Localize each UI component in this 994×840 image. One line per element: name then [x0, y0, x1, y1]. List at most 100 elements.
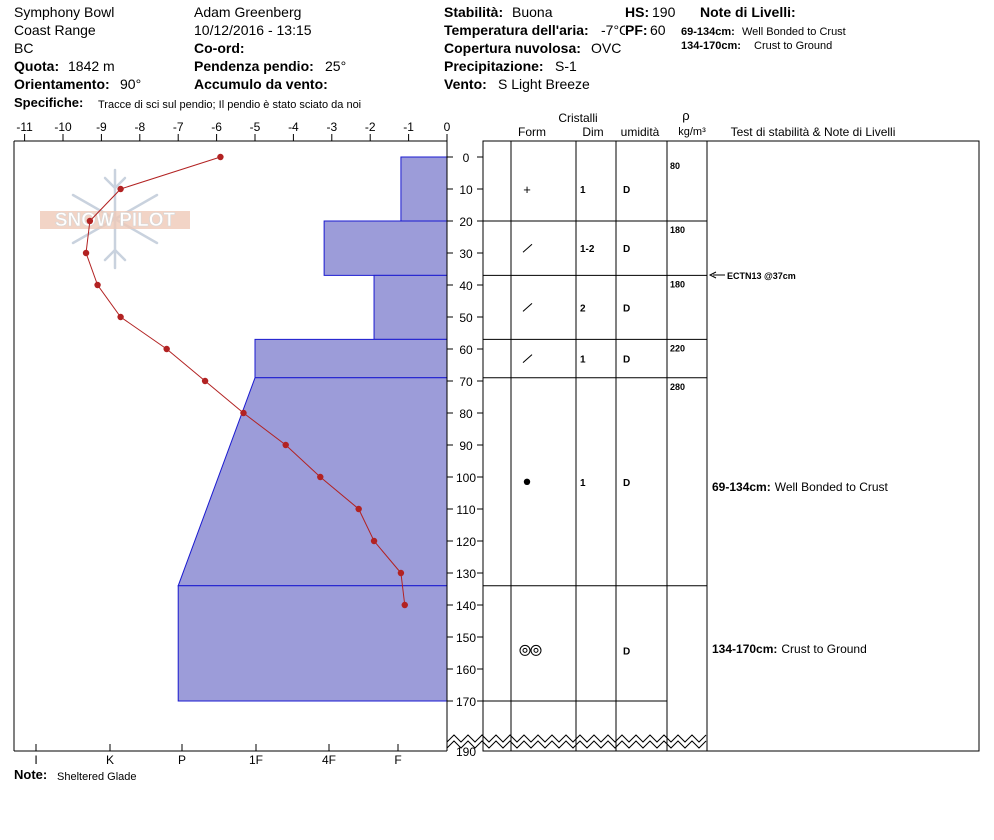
note2: 134-170cm: Crust to Ground	[712, 642, 867, 656]
density-value: 180	[670, 279, 685, 289]
test-label: ECTN13 @37cm	[727, 271, 796, 281]
temperature-point	[117, 313, 124, 321]
layer-note-1-range: 69-134cm:	[681, 26, 735, 38]
wind-label: Vento:	[444, 76, 487, 92]
quota-label: Quota:	[14, 58, 60, 74]
coord-label: Co-ord:	[194, 40, 245, 56]
wind-load-label: Accumulo da vento:	[194, 76, 328, 92]
slope-value: 25°	[325, 58, 347, 74]
depth-axis: 0 10 20 30 40 50 60 70 80 90 100 110 120 130 140 150 160…	[447, 151, 483, 759]
hs-value: 190	[652, 4, 676, 20]
depth-tick-label: 160	[456, 663, 476, 677]
density-value: 80	[670, 161, 680, 171]
form-symbol	[522, 354, 533, 363]
stability-header: Test di stabilità & Note di Livelli	[731, 125, 896, 139]
temperature-point	[370, 537, 378, 545]
slope-label: Pendenza pendio:	[194, 58, 314, 74]
hardness-profile	[177, 156, 448, 702]
temperature-point	[94, 281, 101, 289]
specifics-label: Specifiche:	[14, 95, 84, 110]
note-value: Sheltered Glade	[57, 771, 137, 783]
form-symbol	[522, 303, 533, 312]
temperature-profile	[82, 153, 408, 609]
wind-value: S Light Breeze	[498, 76, 590, 92]
dim-value: 1	[580, 355, 586, 366]
precip-label: Precipitazione:	[444, 58, 544, 74]
form-symbol	[522, 647, 528, 653]
hardness-tick-label: 1F	[249, 753, 263, 767]
temp-tick-label: -4	[288, 120, 299, 134]
hardness-tick-label: K	[106, 753, 114, 767]
temperature-point	[240, 409, 247, 417]
temp-tick-label: -3	[326, 120, 337, 134]
pf-value: 60	[650, 22, 666, 38]
depth-tick-label: 30	[459, 247, 473, 261]
temperature-point	[317, 473, 324, 481]
dim-value: 1-2	[580, 244, 595, 255]
location: Symphony Bowl	[14, 4, 115, 20]
logo-text: SNOW PILOT	[55, 210, 176, 231]
temp-tick-label: -11	[16, 120, 33, 134]
hardness-tick-label: F	[394, 753, 401, 767]
range: Coast Range	[14, 22, 96, 38]
layer-note-1-text: Well Bonded to Crust	[742, 26, 846, 38]
dim-value: 1	[580, 185, 586, 196]
wetness-value: D	[623, 303, 630, 314]
temperature-point	[355, 505, 362, 513]
state: BC	[14, 40, 34, 56]
depth-tick-label: 50	[459, 311, 473, 325]
crystals-header: Cristalli	[558, 111, 597, 125]
precip-value: S-1	[555, 58, 577, 74]
density-symbol: ρ	[682, 108, 689, 123]
note2-range: 134-170cm:	[712, 642, 777, 656]
temperature-point	[86, 217, 94, 225]
hardness-layer-0	[400, 156, 448, 222]
stability-label: Stabilità:	[444, 4, 504, 20]
pf-label: PF:	[625, 22, 648, 38]
orient-label: Orientamento:	[14, 76, 110, 92]
form-header: Form	[518, 125, 546, 139]
temperature-point	[282, 441, 289, 449]
depth-tick-label: 100	[456, 471, 476, 485]
temperature-point	[217, 153, 224, 161]
hardness-tick-label: P	[178, 753, 186, 767]
hardness-axis: I K P 1F 4F F	[34, 744, 402, 767]
note-label: Note:	[14, 767, 48, 782]
temperature-point	[163, 345, 170, 353]
layer-table: +1 D 80 1-2 D 180 2 D 180 1 D 220 1 D 280 D	[446, 140, 980, 752]
depth-tick-label: 110	[456, 503, 475, 517]
hardness-tick-label: 4F	[322, 753, 336, 767]
dim-value: 1	[580, 478, 586, 489]
dim-header: Dim	[582, 125, 603, 139]
cloud-label: Copertura nuvolosa:	[444, 40, 581, 56]
temperature-point	[117, 185, 124, 193]
quota-value: 1842 m	[68, 58, 115, 74]
layer-note-2-text: Crust to Ground	[754, 40, 833, 52]
density-value: 180	[670, 225, 685, 235]
note1-range: 69-134cm:	[712, 480, 771, 494]
stability-value: Buona	[512, 4, 553, 20]
temp-tick-label: -10	[54, 120, 72, 134]
depth-tick-label: 40	[459, 279, 473, 293]
dim-value: 2	[580, 303, 586, 314]
density-value: 220	[670, 343, 685, 353]
wetness-value: D	[623, 478, 630, 489]
temp-tick-label: -8	[134, 120, 145, 134]
depth-tick-label: 20	[459, 215, 473, 229]
hardness-tick-label: I	[34, 753, 37, 767]
temperature-axis: -11 -10 -9 -8 -7 -6 -5 -4 -3 -2 -1 0	[16, 120, 451, 141]
humidity-header: umidità	[621, 125, 660, 139]
density-value: 280	[670, 382, 685, 392]
air-temp-label: Temperatura dell'aria:	[444, 22, 589, 38]
form-symbol	[519, 644, 531, 656]
depth-tick-label: 120	[456, 535, 476, 549]
density-unit: kg/m³	[678, 126, 706, 138]
note2-text: Crust to Ground	[781, 642, 866, 656]
form-symbol	[523, 478, 531, 485]
form-symbol: +	[523, 182, 531, 197]
hs-label: HS:	[625, 4, 650, 20]
depth-tick-label: 130	[456, 567, 476, 581]
temperature-point	[397, 569, 405, 577]
temperature-point	[401, 601, 408, 609]
